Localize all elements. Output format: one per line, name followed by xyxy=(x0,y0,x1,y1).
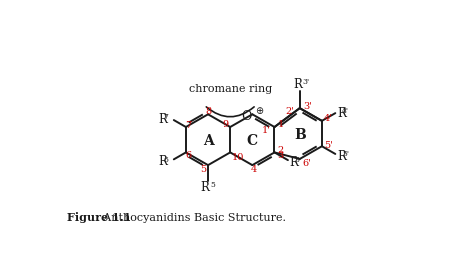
Text: O: O xyxy=(241,109,252,122)
Text: 4: 4 xyxy=(251,165,257,174)
Text: R: R xyxy=(290,155,298,168)
Text: 3: 3 xyxy=(294,156,300,164)
Text: 9: 9 xyxy=(222,120,228,129)
Text: ⊕: ⊕ xyxy=(255,106,264,116)
Text: R: R xyxy=(337,149,346,162)
Text: R: R xyxy=(158,113,167,125)
Text: 7: 7 xyxy=(185,121,191,130)
Text: 4': 4' xyxy=(324,114,333,123)
Text: 6': 6' xyxy=(302,159,311,168)
Text: 6: 6 xyxy=(164,155,168,163)
Text: 5': 5' xyxy=(342,150,349,157)
Text: 1: 1 xyxy=(278,119,284,128)
Text: 5: 5 xyxy=(210,181,215,189)
Text: 5: 5 xyxy=(201,165,207,174)
Text: 3': 3' xyxy=(302,78,310,86)
Text: 6: 6 xyxy=(185,151,191,160)
Text: 4': 4' xyxy=(342,107,349,115)
Text: R: R xyxy=(201,181,210,193)
Text: 1': 1' xyxy=(262,125,271,134)
Text: R: R xyxy=(337,106,346,119)
Text: 5': 5' xyxy=(324,141,333,150)
Text: Figure 1.1: Figure 1.1 xyxy=(67,211,131,222)
Text: chromane ring: chromane ring xyxy=(189,84,272,94)
Text: 2: 2 xyxy=(278,145,284,154)
Text: R: R xyxy=(293,78,302,91)
Text: 3: 3 xyxy=(278,151,284,160)
Text: 8: 8 xyxy=(206,106,212,116)
Text: R: R xyxy=(158,155,167,168)
Text: 7: 7 xyxy=(164,113,168,121)
Text: : Anthocyanidins Basic Structure.: : Anthocyanidins Basic Structure. xyxy=(96,212,286,222)
Text: C: C xyxy=(247,133,258,147)
Text: 2': 2' xyxy=(285,106,294,116)
Text: A: A xyxy=(203,133,213,147)
Text: 3': 3' xyxy=(303,101,312,110)
Text: 10: 10 xyxy=(232,152,244,161)
Text: B: B xyxy=(294,127,306,141)
